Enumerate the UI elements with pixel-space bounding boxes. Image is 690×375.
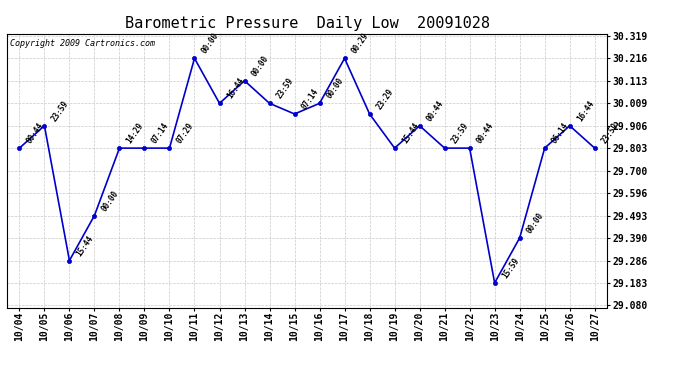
Text: 23:59: 23:59 xyxy=(600,121,621,146)
Text: 07:14: 07:14 xyxy=(150,121,170,146)
Text: 00:00: 00:00 xyxy=(325,76,346,101)
Text: 00:00: 00:00 xyxy=(250,54,270,78)
Title: Barometric Pressure  Daily Low  20091028: Barometric Pressure Daily Low 20091028 xyxy=(125,16,489,31)
Text: 00:44: 00:44 xyxy=(25,121,46,146)
Text: 23:29: 23:29 xyxy=(375,87,396,111)
Text: 16:44: 16:44 xyxy=(575,99,596,123)
Text: 07:29: 07:29 xyxy=(175,121,196,146)
Text: 16:44: 16:44 xyxy=(225,76,246,101)
Text: 00:00: 00:00 xyxy=(100,189,121,213)
Text: 15:59: 15:59 xyxy=(500,256,521,280)
Text: 23:59: 23:59 xyxy=(50,99,70,123)
Text: 14:29: 14:29 xyxy=(125,121,146,146)
Text: 06:14: 06:14 xyxy=(550,121,571,146)
Text: 07:14: 07:14 xyxy=(300,87,321,111)
Text: 15:44: 15:44 xyxy=(75,234,96,258)
Text: 00:44: 00:44 xyxy=(475,121,496,146)
Text: 23:59: 23:59 xyxy=(275,76,296,101)
Text: 00:00: 00:00 xyxy=(525,211,546,235)
Text: 00:44: 00:44 xyxy=(425,99,446,123)
Text: 00:00: 00:00 xyxy=(200,32,221,56)
Text: 00:29: 00:29 xyxy=(350,32,371,56)
Text: Copyright 2009 Cartronics.com: Copyright 2009 Cartronics.com xyxy=(10,39,155,48)
Text: 15:44: 15:44 xyxy=(400,121,421,146)
Text: 23:59: 23:59 xyxy=(450,121,471,146)
